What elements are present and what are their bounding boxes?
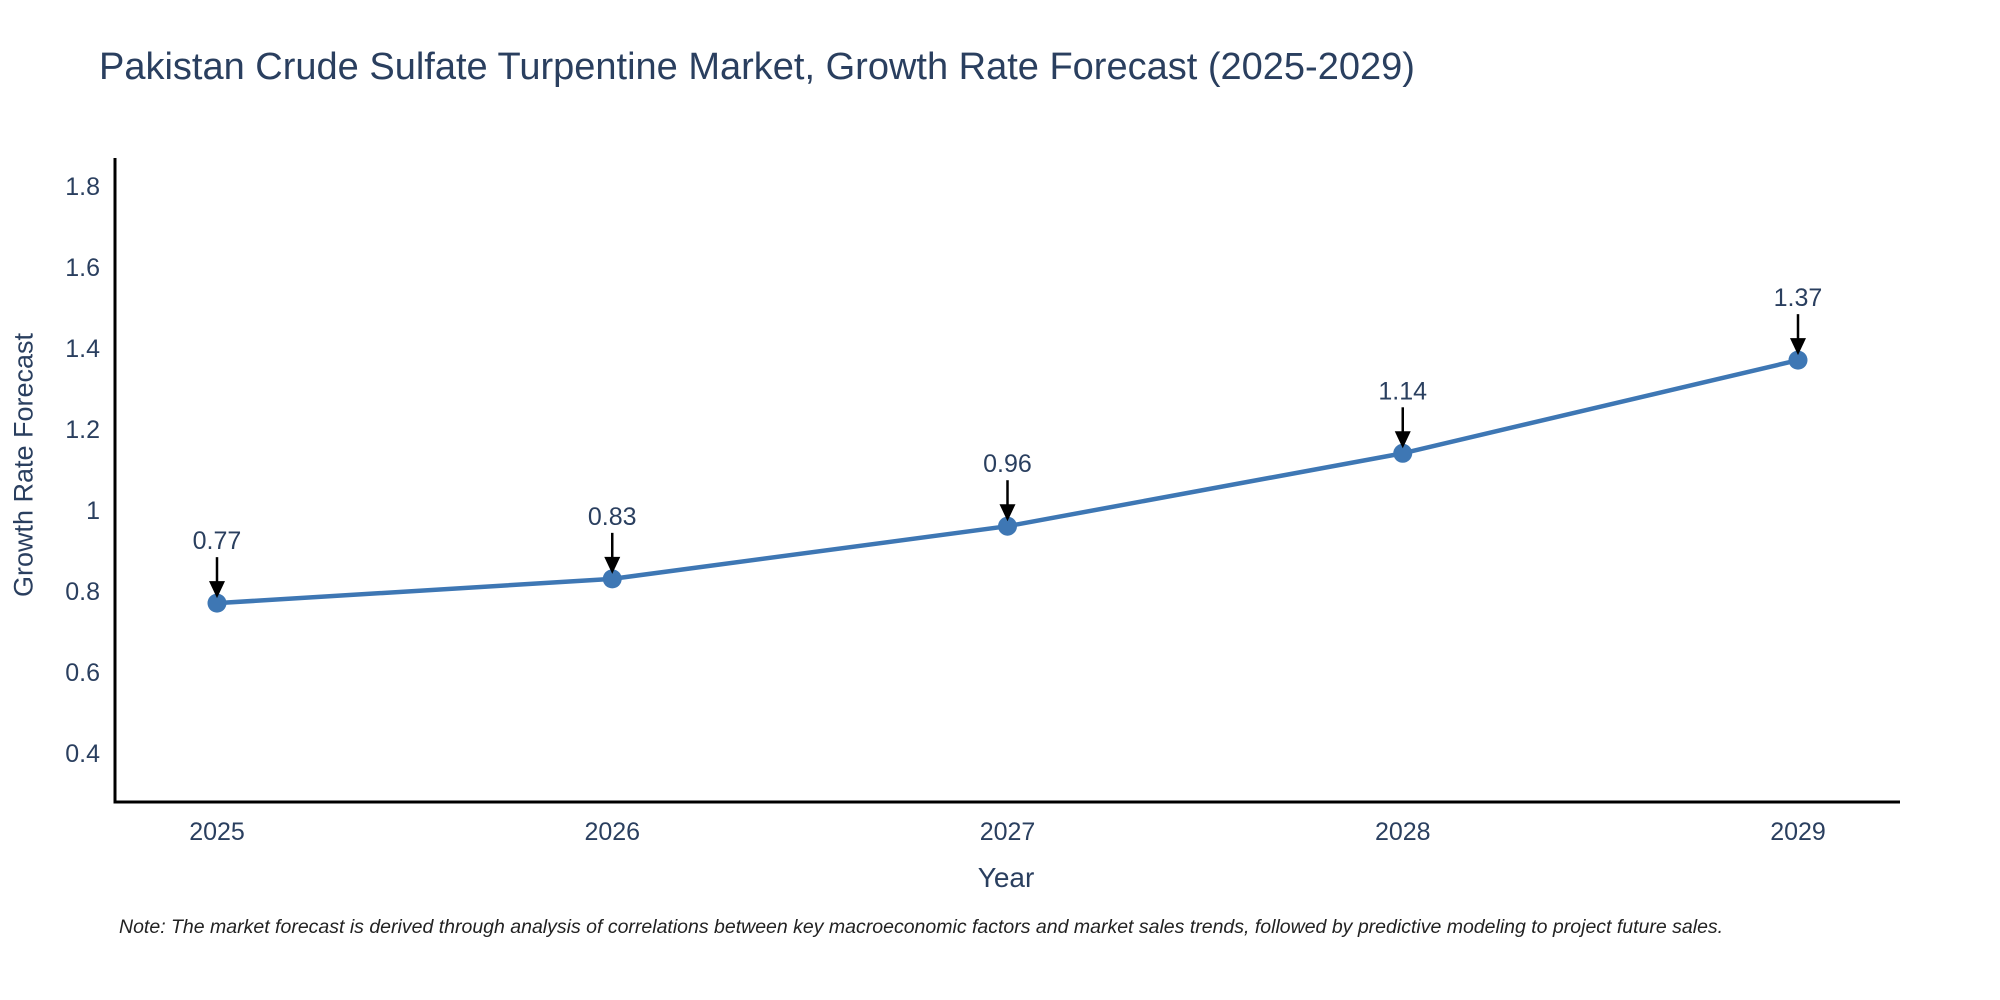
x-axis-title: Year — [977, 862, 1035, 893]
annotation-arrowhead — [604, 556, 621, 574]
footnote: Note: The market forecast is derived thr… — [119, 916, 1724, 938]
x-tick-label: 2025 — [189, 818, 245, 846]
annotation-layer: 0.77 0.83 0.96 1.14 1.37 — [193, 284, 1823, 599]
data-point-marker — [1393, 443, 1413, 463]
annotation-label: 1.37 — [1774, 284, 1823, 312]
data-point-marker — [1788, 350, 1808, 370]
data-point-marker — [207, 593, 227, 613]
y-tick-label: 0.8 — [65, 578, 100, 606]
data-point-marker — [998, 516, 1017, 536]
y-tick-label: 1.2 — [65, 416, 100, 444]
annotation-arrowhead — [1790, 338, 1806, 356]
y-tick-label: 1.8 — [65, 173, 100, 201]
annotation-label: 0.96 — [983, 450, 1032, 478]
x-tick-label: 2028 — [1375, 818, 1431, 846]
y-tick-label: 1.4 — [65, 335, 100, 363]
y-tick-label: 0.6 — [65, 659, 100, 687]
y-tick-label: 1.6 — [65, 254, 100, 282]
y-axis-tick-labels: 0.4 0.6 0.8 1 1.2 1.4 1.6 1.8 — [65, 173, 100, 768]
series-layer — [207, 350, 1808, 613]
x-tick-label: 2027 — [980, 818, 1036, 846]
annotation-arrowhead — [1394, 431, 1411, 449]
y-tick-label: 1 — [86, 497, 100, 525]
y-tick-label: 0.4 — [65, 740, 100, 768]
annotation-arrowhead — [209, 581, 225, 599]
chart-title: Pakistan Crude Sulfate Turpentine Market… — [99, 46, 1415, 88]
x-axis-tick-labels: 2025 2026 2027 2028 2029 — [189, 818, 1826, 846]
x-tick-label: 2026 — [584, 818, 640, 846]
annotation-label: 0.77 — [193, 527, 242, 555]
x-tick-label: 2029 — [1770, 818, 1826, 846]
data-point-marker — [602, 569, 622, 589]
annotation-label: 0.83 — [588, 503, 637, 531]
annotation-arrowhead — [999, 504, 1016, 522]
annotation-label: 1.14 — [1378, 377, 1427, 405]
